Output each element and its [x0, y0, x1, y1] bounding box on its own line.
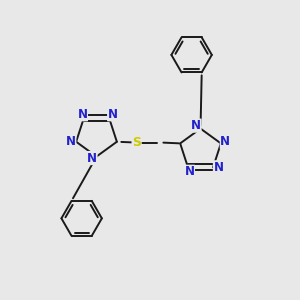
Text: N: N [66, 135, 76, 148]
Text: N: N [214, 161, 224, 174]
Text: S: S [132, 136, 141, 149]
Text: N: N [184, 165, 194, 178]
Text: N: N [77, 108, 87, 121]
Text: N: N [191, 119, 201, 132]
Text: N: N [220, 135, 230, 148]
Text: N: N [87, 152, 97, 164]
Text: N: N [108, 108, 118, 121]
